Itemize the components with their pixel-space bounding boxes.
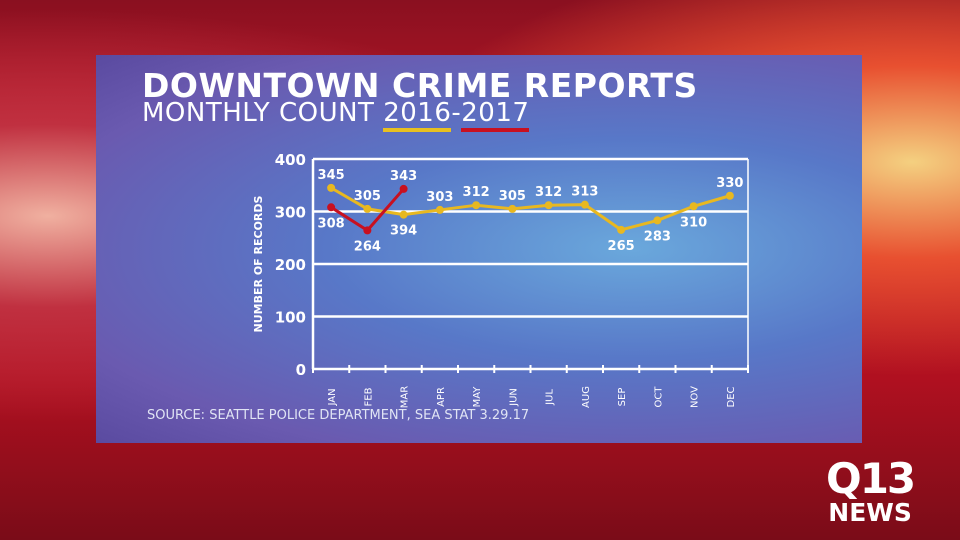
x-tick-label: JUN xyxy=(508,388,519,407)
subtitle-prefix: MONTHLY COUNT xyxy=(142,98,384,128)
data-point-2016 xyxy=(508,204,517,213)
x-tick-label: SEP xyxy=(617,388,628,407)
data-point-2016 xyxy=(580,200,589,209)
data-point-2016 xyxy=(725,191,734,200)
data-point-2016 xyxy=(399,210,408,219)
x-tick-label: DEC xyxy=(726,386,737,407)
data-label-2016: 265 xyxy=(608,239,635,254)
data-point-2016 xyxy=(544,201,553,210)
legend-2017: 2017 xyxy=(461,98,530,132)
x-tick-label: FEB xyxy=(363,387,374,406)
y-axis-label: NUMBER OF RECORDS xyxy=(252,195,265,332)
data-label-2017: 343 xyxy=(390,169,417,184)
data-label-2016: 394 xyxy=(390,224,417,239)
q13-news-logo: Q13 NEWS xyxy=(826,454,916,527)
logo-news: NEWS xyxy=(828,498,912,527)
data-point-2017 xyxy=(363,226,372,235)
x-tick-label: APR xyxy=(436,387,447,407)
y-tick-label: 300 xyxy=(275,204,306,222)
data-label-2016: 305 xyxy=(499,189,526,204)
x-tick-label: JAN xyxy=(327,388,338,406)
data-point-2016 xyxy=(689,202,698,211)
data-point-2017 xyxy=(327,203,336,212)
x-tick-label: JUL xyxy=(545,389,556,406)
chart-subtitle: MONTHLY COUNT 2016-2017 xyxy=(142,98,530,132)
y-tick-label: 400 xyxy=(275,151,306,169)
chart-title: DOWNTOWN CRIME REPORTS xyxy=(142,66,698,105)
data-label-2016: 303 xyxy=(426,190,453,205)
x-tick-label: NOV xyxy=(690,386,701,408)
y-tick-label: 0 xyxy=(296,361,306,379)
logo-q13: Q13 xyxy=(826,454,916,503)
data-label-2016: 345 xyxy=(318,168,345,183)
data-label-2016: 313 xyxy=(571,185,598,200)
data-point-2016 xyxy=(435,205,444,214)
data-point-2016 xyxy=(653,216,662,225)
legend-2016: 2016 xyxy=(383,98,452,132)
data-label-2017: 264 xyxy=(354,239,381,254)
data-point-2016 xyxy=(363,204,372,213)
data-label-2016: 330 xyxy=(716,176,743,191)
chart-panel xyxy=(96,55,862,443)
data-point-2016 xyxy=(472,201,481,210)
data-label-2016: 283 xyxy=(644,229,671,244)
data-point-2017 xyxy=(399,184,408,193)
subtitle-dash: - xyxy=(451,98,462,128)
data-label-2016: 312 xyxy=(463,185,490,200)
data-point-2016 xyxy=(327,183,336,192)
data-label-2016: 312 xyxy=(535,185,562,200)
y-tick-label: 200 xyxy=(275,256,306,274)
x-tick-label: OCT xyxy=(653,386,664,408)
x-tick-label: MAY xyxy=(472,386,483,408)
data-label-2016: 305 xyxy=(354,189,381,204)
x-tick-label: AUG xyxy=(581,386,592,408)
series-line-2016 xyxy=(330,186,731,232)
data-label-2016: 310 xyxy=(680,215,707,230)
data-point-2016 xyxy=(617,225,626,234)
y-tick-label: 100 xyxy=(275,309,306,327)
data-label-2017: 308 xyxy=(318,216,345,231)
x-tick-label: MAR xyxy=(400,386,411,408)
source-note: SOURCE: SEATTLE POLICE DEPARTMENT, SEA S… xyxy=(147,408,530,423)
